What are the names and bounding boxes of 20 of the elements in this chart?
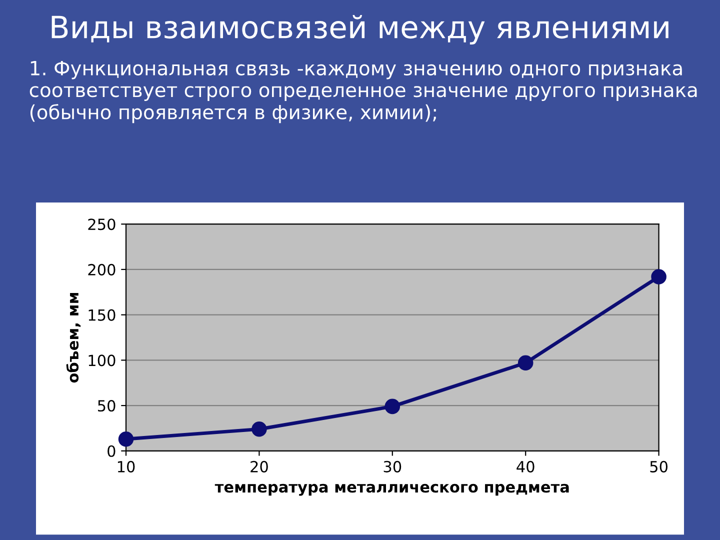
- x-tick-label: 50: [650, 460, 668, 472]
- x-tick-label: 30: [384, 460, 402, 472]
- y-tick-label: 200: [88, 264, 116, 276]
- y-axis-title: объем, мм: [66, 292, 81, 383]
- y-tick-label: 50: [98, 400, 116, 412]
- x-tick-label: 40: [516, 460, 534, 472]
- y-tick-label: 250: [88, 218, 116, 230]
- x-tick-label: 10: [118, 460, 135, 472]
- chart-title: Виды взаимосвязей между явлениями: [52, 15, 668, 44]
- point: [252, 421, 267, 437]
- point: [651, 269, 666, 284]
- point: [118, 431, 134, 447]
- x-tick-label: 20: [250, 460, 268, 472]
- y-tick-label: 0: [108, 445, 116, 457]
- point: [518, 355, 534, 371]
- y-tick-label: 150: [88, 309, 116, 321]
- x-axis-title: температура металлического предмета: [214, 484, 569, 496]
- y-tick-label: 100: [88, 354, 116, 366]
- point: [384, 398, 400, 414]
- chart-subtitle: 1. Функциональная связь -каждому значению одного признака соответствует строго определенное значение другого признака (обычно проявляется в физике, химии);: [30, 61, 697, 124]
